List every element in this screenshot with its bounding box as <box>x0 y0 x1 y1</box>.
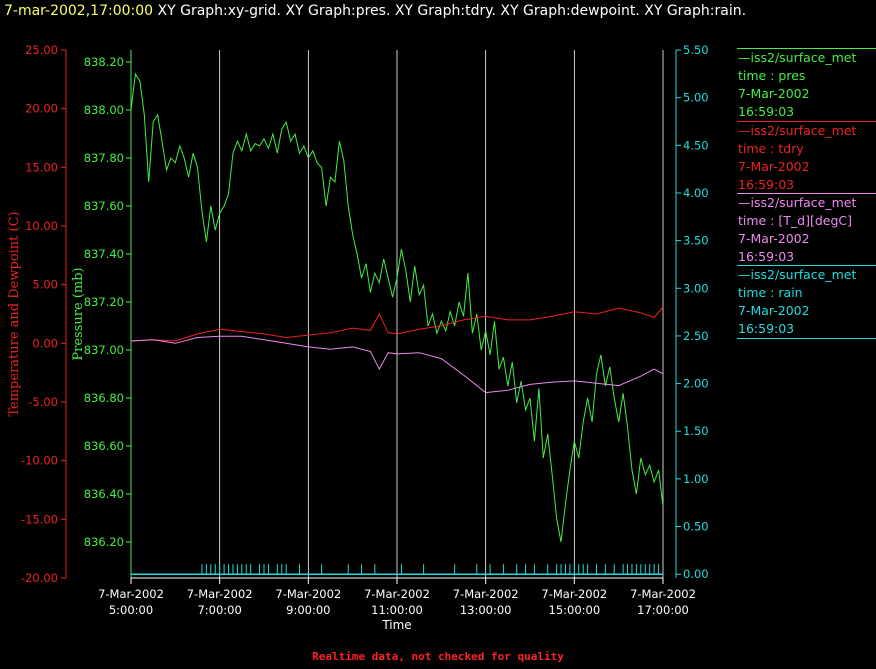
temp-tick-label: 5.00 <box>32 278 58 292</box>
rain-tick-label: 2.00 <box>683 377 709 391</box>
time-tick-date: 7-Mar-2002 <box>453 587 519 601</box>
time-tick-date: 7-Mar-2002 <box>275 587 341 601</box>
legend-line: 16:59:03 <box>738 249 795 264</box>
legend-line: 7-Mar-2002 <box>738 159 810 174</box>
rain-tick-label: 0.50 <box>683 520 709 534</box>
rain-tick-label: 3.00 <box>683 281 709 295</box>
legend-line: 7-Mar-2002 <box>738 303 810 318</box>
temp-tick-label: 20.00 <box>25 102 58 116</box>
legend-line: 16:59:03 <box>738 321 795 336</box>
legend-pres: —iss2/surface_met time : pres 7-Mar-2002… <box>737 48 876 121</box>
pres-tick-label: 838.00 <box>84 103 124 117</box>
legend-line: 16:59:03 <box>738 177 795 192</box>
legend-line: 7-Mar-2002 <box>738 86 810 101</box>
time-tick-time: 9:00:00 <box>286 603 330 617</box>
rain-tick-label: 1.00 <box>683 472 709 486</box>
rain-tick-label: 1.50 <box>683 424 709 438</box>
header-timestamp: 7-mar-2002,17:00:00 <box>4 3 154 19</box>
temp-tick-label: 25.00 <box>25 43 58 57</box>
temp-tick-label: -20.00 <box>21 571 58 585</box>
temp-tick-label: 10.00 <box>25 219 58 233</box>
legend-line: time : pres <box>738 68 806 83</box>
pres-tick-label: 836.40 <box>84 487 124 501</box>
temp-tick-label: 15.00 <box>25 160 58 174</box>
time-tick-date: 7-Mar-2002 <box>98 587 164 601</box>
time-tick-time: 13:00:00 <box>460 603 512 617</box>
legend-line: time : rain <box>738 285 803 300</box>
legend-line: —iss2/surface_met <box>738 50 857 65</box>
time-tick-time: 15:00:00 <box>549 603 601 617</box>
pres-axis-label: Pressure (mb) <box>71 267 86 360</box>
time-tick-date: 7-Mar-2002 <box>187 587 253 601</box>
series-tdry-line <box>130 306 664 342</box>
temp-axis-label: Temperature and Dewpoint (C) <box>7 211 22 416</box>
legend-rain: —iss2/surface_met time : rain 7-Mar-2002… <box>737 265 876 339</box>
legend-dewpoint: —iss2/surface_met time : [T_d][degC] 7-M… <box>737 193 876 266</box>
time-tick-time: 7:00:00 <box>197 603 241 617</box>
time-tick-time: 11:00:00 <box>371 603 423 617</box>
time-tick-date: 7-Mar-2002 <box>630 587 696 601</box>
pres-tick-label: 837.40 <box>84 247 124 261</box>
pres-tick-label: 838.20 <box>84 55 124 69</box>
legend-line: time : [T_d][degC] <box>738 213 853 228</box>
pres-tick-label: 836.60 <box>84 439 124 453</box>
pres-tick-label: 837.60 <box>84 199 124 213</box>
pres-tick-label: 836.80 <box>84 391 124 405</box>
temp-tick-label: -10.00 <box>21 454 58 468</box>
temp-tick-label: -15.00 <box>21 512 58 526</box>
header-graph-list: XY Graph:xy-grid. XY Graph:pres. XY Grap… <box>157 3 747 19</box>
rain-tick-label: 4.50 <box>683 138 709 152</box>
time-tick-date: 7-Mar-2002 <box>541 587 607 601</box>
legend-line: —iss2/surface_met <box>738 267 857 282</box>
pres-tick-label: 836.20 <box>84 535 124 549</box>
rain-tick-label: 5.00 <box>683 91 709 105</box>
series-pres-line <box>130 72 664 543</box>
legend-line: —iss2/surface_met <box>738 123 857 138</box>
pres-tick-label: 837.00 <box>84 343 124 357</box>
rain-tick-label: 3.50 <box>683 234 709 248</box>
legend-line: time : tdry <box>738 141 804 156</box>
legend-tdry: —iss2/surface_met time : tdry 7-Mar-2002… <box>737 121 876 194</box>
time-tick-time: 17:00:00 <box>637 603 689 617</box>
pres-tick-label: 837.20 <box>84 295 124 309</box>
legend-line: 7-Mar-2002 <box>738 231 810 246</box>
time-tick-time: 5:00:00 <box>109 603 153 617</box>
rain-tick-label: 4.00 <box>683 186 709 200</box>
rain-tick-label: 0.00 <box>683 567 709 581</box>
rain-tick-label: 5.50 <box>683 43 709 57</box>
legend-line: —iss2/surface_met <box>738 195 857 210</box>
temp-tick-label: 0.00 <box>32 336 58 350</box>
time-axis-label: Time <box>381 618 411 632</box>
pres-tick-label: 837.80 <box>84 151 124 165</box>
header-title: 7-mar-2002,17:00:00 XY Graph:xy-grid. XY… <box>4 3 746 19</box>
quality-note: Realtime data, not checked for quality <box>312 650 564 663</box>
temp-tick-label: -5.00 <box>28 395 58 409</box>
legend-line: 16:59:03 <box>738 104 795 119</box>
time-tick-date: 7-Mar-2002 <box>364 587 430 601</box>
rain-tick-label: 2.50 <box>683 329 709 343</box>
series-dew-line <box>130 335 664 394</box>
